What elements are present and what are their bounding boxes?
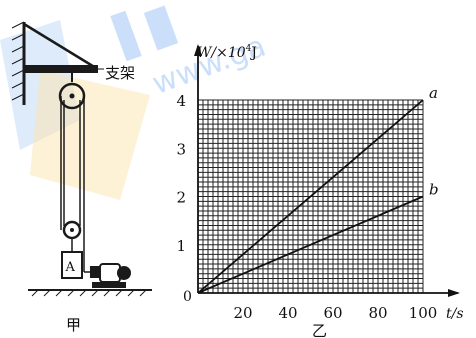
- series-label-a: a: [429, 84, 438, 102]
- support-bracket: [23, 22, 104, 73]
- wall-hatching: [11, 21, 25, 101]
- series-line-a: [197, 99, 424, 294]
- y-axis-label-exp: 4: [246, 44, 252, 54]
- motor: [84, 263, 131, 288]
- y-tick-label: 2: [176, 189, 186, 207]
- y-axis-label-base: W/×10: [197, 45, 246, 61]
- chart-axes: [194, 44, 460, 297]
- watermark: www.ga: [0, 5, 270, 200]
- ground-hatching: [31, 289, 147, 297]
- y-tick-label: 3: [176, 140, 186, 158]
- y-tick-label: 4: [176, 92, 186, 110]
- x-axis-label: t/s: [446, 306, 464, 322]
- chart-series: ab: [197, 84, 439, 294]
- series-label-b: b: [429, 181, 439, 199]
- figure-yi-caption: 乙: [312, 322, 327, 338]
- x-tick-label: 40: [278, 304, 297, 322]
- x-axis-arrow: [448, 289, 460, 297]
- y-axis-arrow: [194, 44, 202, 56]
- chart-tick-labels: 20 40 60 80 100 1 2 3 4: [176, 92, 437, 322]
- y-axis-label: W/×104J: [197, 44, 257, 61]
- block-a-label: A: [65, 260, 76, 275]
- block-a: [61, 251, 83, 279]
- y-tick-label: 1: [176, 237, 186, 255]
- x-tick-label: 60: [323, 304, 342, 322]
- x-tick-label: 80: [368, 304, 387, 322]
- origin-label: 0: [183, 289, 192, 305]
- pulley-apparatus: 支架 A: [11, 21, 152, 334]
- bracket-label: 支架: [105, 64, 135, 82]
- rope: [60, 96, 85, 272]
- x-tick-label: 20: [233, 304, 252, 322]
- x-tick-label: 100: [409, 304, 438, 322]
- series-line-b: [197, 195, 424, 294]
- y-axis-label-unit: J: [249, 45, 257, 61]
- figure-jia-caption: 甲: [66, 316, 81, 334]
